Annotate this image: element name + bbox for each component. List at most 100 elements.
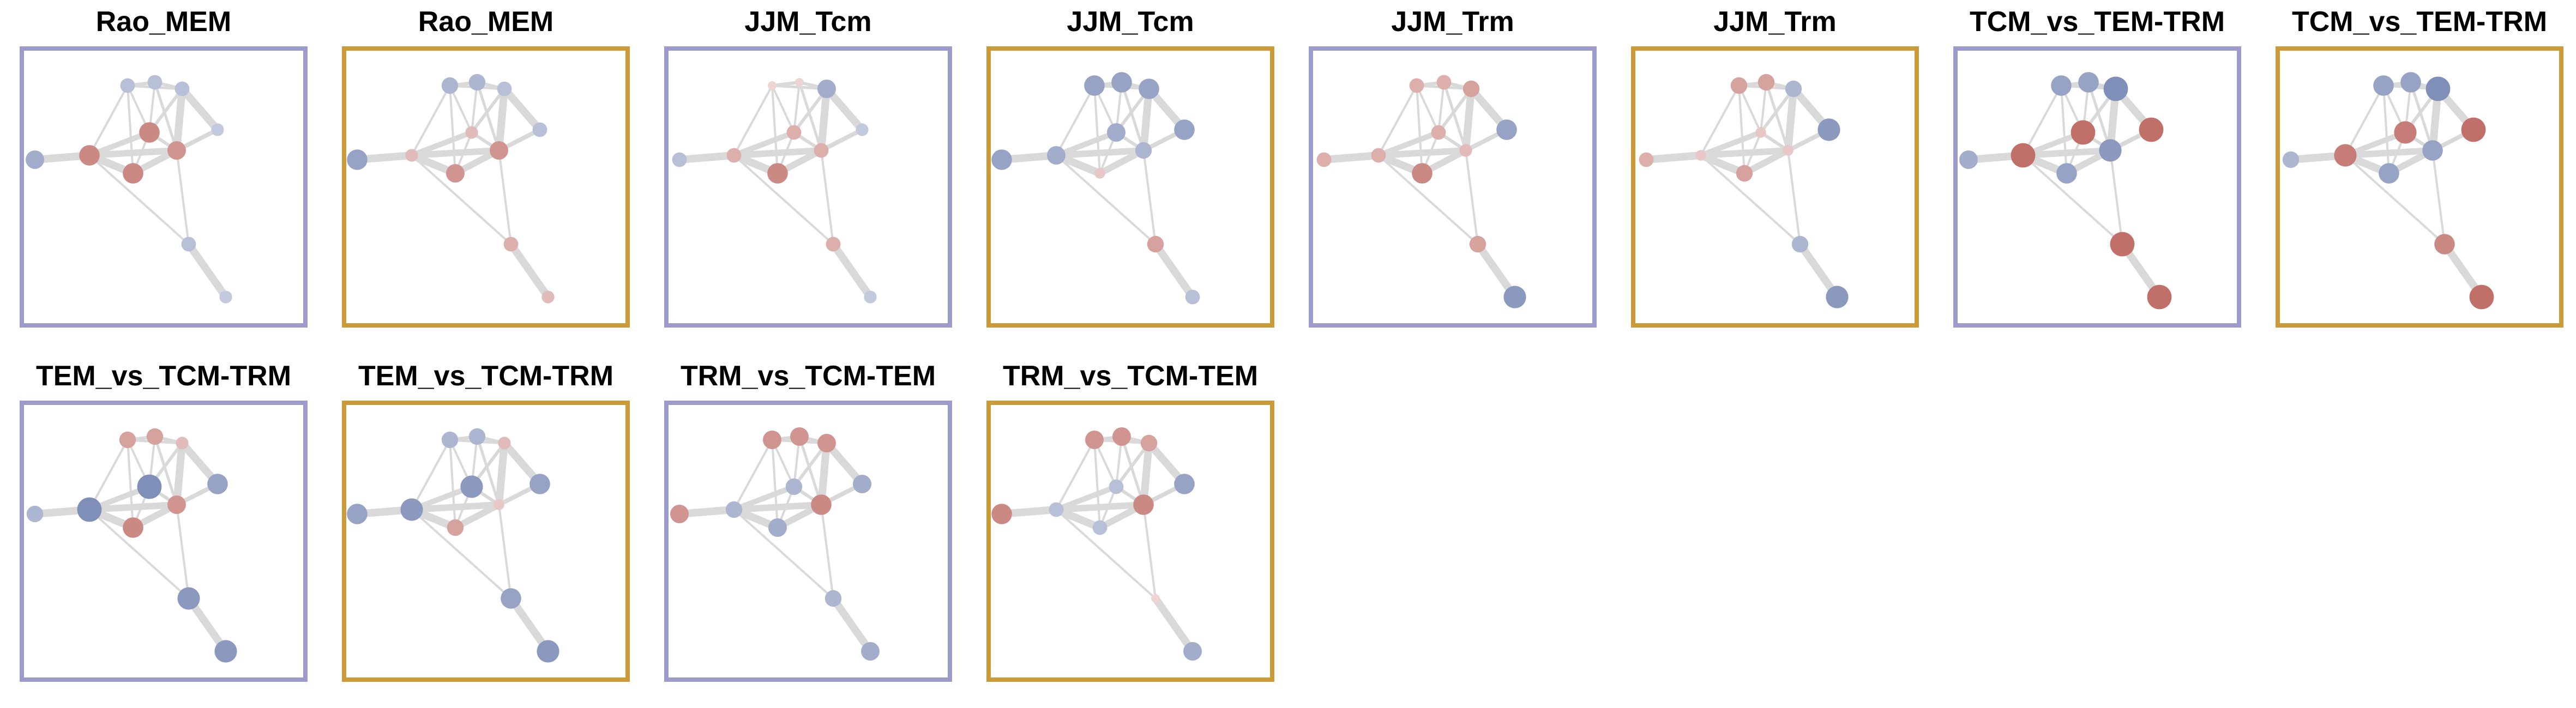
graph-node — [1135, 142, 1152, 159]
graph-node — [2110, 232, 2135, 257]
graph-node — [1412, 163, 1433, 184]
graph-edge — [820, 149, 834, 245]
graph-edge — [1099, 486, 1117, 529]
graph-node — [181, 237, 196, 252]
graph-edge — [86, 501, 180, 513]
graph-edge — [731, 501, 824, 513]
panel-frame — [342, 46, 630, 328]
graph-node — [2078, 72, 2099, 93]
graph-edge — [411, 84, 451, 156]
graph-edge — [173, 85, 186, 154]
panel-title: TEM_vs_TCM-TRM — [358, 360, 614, 392]
graph-edge — [88, 84, 129, 156]
graph-node — [2373, 75, 2394, 96]
graph-node — [1785, 80, 1802, 98]
graph-node — [2056, 163, 2077, 184]
graph-edge — [1738, 84, 1746, 174]
graph-edge — [1142, 504, 1157, 600]
graph-node — [786, 125, 802, 140]
graph-node — [529, 474, 550, 494]
graph-edge — [1142, 149, 1157, 245]
graph-node — [1736, 165, 1753, 182]
graph-node — [1758, 74, 1775, 91]
graph-edge — [1642, 152, 1705, 164]
panel-title: TCM_vs_TEM-TRM — [1969, 6, 2225, 38]
graph-edge — [1759, 87, 1795, 134]
graph-edge — [798, 81, 823, 152]
graph-node — [1185, 289, 1200, 305]
panel-frame — [20, 46, 308, 328]
panel-frame — [986, 401, 1274, 682]
graph-node — [493, 499, 504, 510]
graph-node — [1316, 152, 1332, 167]
graph-edge — [408, 501, 502, 513]
network-graph — [991, 72, 1200, 305]
network-graph — [26, 75, 232, 304]
graph-node — [1959, 150, 1978, 169]
graph-edge — [1787, 149, 1801, 245]
graph-node — [2379, 163, 2399, 184]
graph-node — [2400, 72, 2421, 93]
graph-edge — [1465, 149, 1479, 245]
graph-node — [2394, 121, 2417, 144]
graph-node — [174, 81, 190, 96]
graph-edge — [449, 439, 456, 529]
graph-edge — [449, 84, 473, 134]
graph-edge — [471, 81, 478, 134]
graph-edge — [1152, 240, 1196, 301]
graph-edge — [2087, 81, 2112, 152]
graph-edge — [1055, 84, 1096, 156]
graph-edge — [1416, 84, 1440, 134]
panel-title: TRM_vs_TCM-TEM — [680, 360, 936, 392]
graph-edge — [1055, 154, 1157, 245]
graph-edge — [817, 85, 830, 154]
graph-edge — [176, 504, 190, 600]
graph-edge — [1053, 147, 1147, 159]
graph-edge — [1760, 81, 1767, 134]
graph-node — [1084, 75, 1105, 96]
graph-edge — [2022, 154, 2123, 245]
graph-edge — [1700, 84, 1740, 156]
graph-edge — [408, 147, 502, 159]
graph-edge — [153, 81, 178, 152]
graph-edge — [185, 240, 230, 301]
graph-node — [490, 141, 508, 160]
graph-node — [120, 78, 135, 93]
graph-node — [670, 505, 689, 523]
graph-edge — [2382, 84, 2390, 174]
graph-node — [123, 517, 143, 538]
graph-node — [2469, 285, 2494, 310]
graph-edge — [1377, 84, 1418, 156]
panel-frame — [342, 401, 630, 682]
graph-edge — [1152, 595, 1196, 655]
graph-edge — [2344, 154, 2446, 245]
graph-node — [465, 126, 478, 139]
panel-frame — [664, 46, 952, 328]
graph-edge — [88, 154, 190, 245]
graph-node — [1791, 235, 1809, 253]
graph-edge — [731, 147, 824, 159]
graph-node — [2147, 285, 2172, 310]
graph-node — [1094, 168, 1105, 179]
network-graph — [1316, 75, 1526, 308]
graph-edge — [733, 509, 834, 600]
graph-edge — [2060, 84, 2068, 174]
graph-edge — [1784, 85, 1797, 154]
graph-node — [497, 81, 512, 96]
panel-title: JJM_Trm — [1713, 6, 1837, 38]
graph-node — [177, 587, 200, 610]
panel-frame — [20, 401, 308, 682]
graph-node — [532, 122, 547, 137]
graph-edge — [733, 154, 834, 245]
graph-edge — [470, 87, 506, 134]
graph-edge — [829, 240, 874, 301]
graph-node — [347, 149, 368, 170]
graph-node — [2071, 120, 2096, 145]
graph-edge — [176, 149, 190, 245]
graph-node — [167, 141, 186, 160]
graph-node — [2011, 143, 2036, 168]
graph-edge — [476, 435, 501, 506]
graph-node — [26, 150, 44, 169]
graph-node — [817, 434, 836, 452]
graph-node — [446, 164, 465, 183]
